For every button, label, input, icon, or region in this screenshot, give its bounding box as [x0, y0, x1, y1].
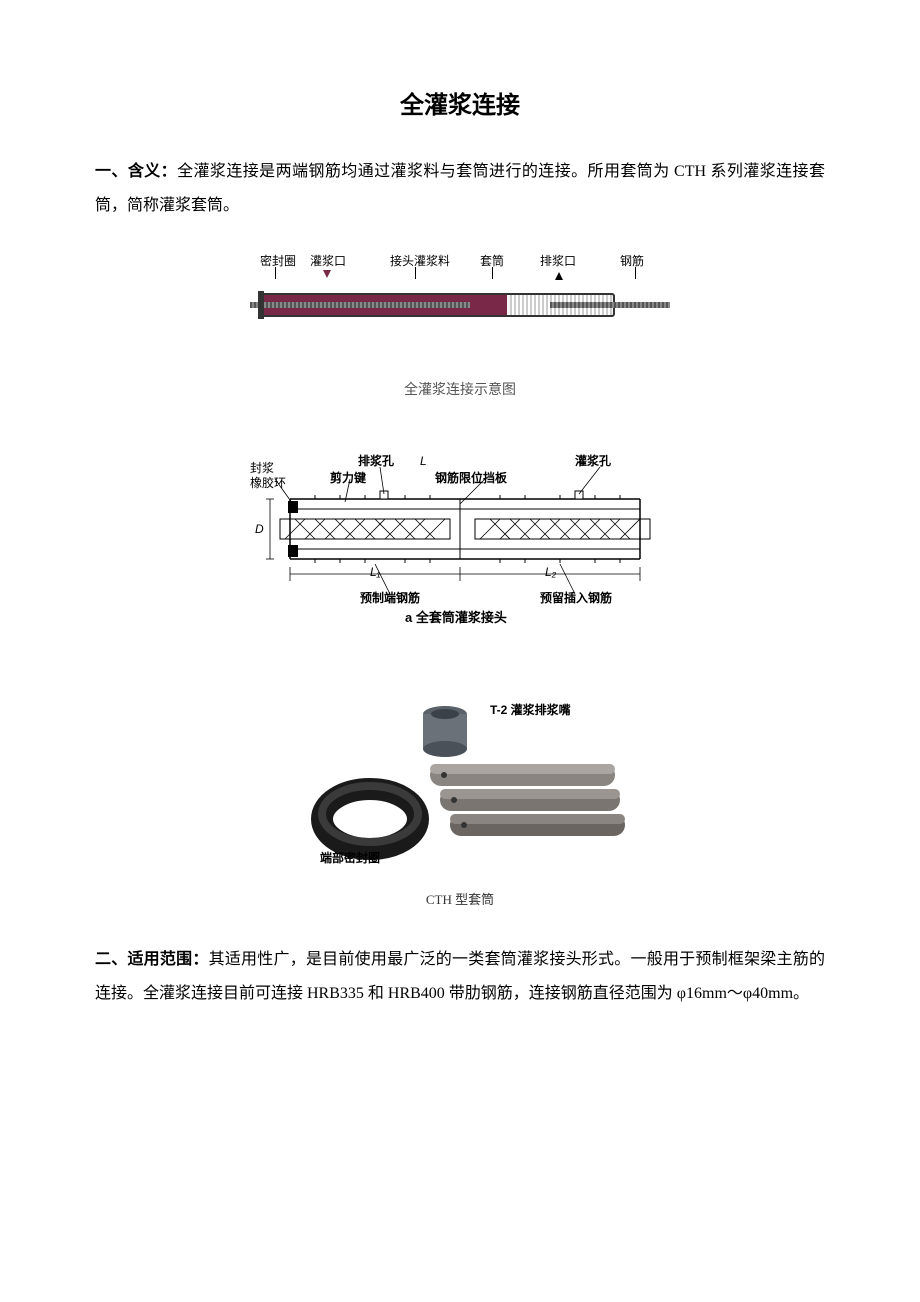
- fig1-seal-ring: [258, 291, 264, 319]
- fig2-label-stopper: 钢筋限位挡板: [435, 469, 507, 486]
- figure-2-container: 封浆 橡胶环 排浆孔 剪力键 钢筋限位挡板 灌浆孔 L L₁ L₂ D 预制端钢…: [95, 449, 825, 639]
- fig1-arrow-inlet: [323, 270, 331, 278]
- fig1-pointer-3: [492, 267, 493, 279]
- fig2-label-reserved: 预留插入钢筋: [540, 589, 612, 606]
- figure-3-container: T-2 灌浆排浆嘴 端部密封圈 CTH 型套筒: [95, 689, 825, 908]
- page-title: 全灌浆连接: [95, 85, 825, 120]
- fig3-label-seal: 端部密封圈: [320, 849, 380, 866]
- fig1-label-inlet: 灌浆口: [310, 252, 346, 269]
- fig1-pointer: [275, 267, 276, 279]
- fig2-label-D: D: [255, 522, 264, 536]
- section-1-text: 全灌浆连接是两端钢筋均通过灌浆料与套筒进行的连接。所用套筒为 CTH 系列灌浆连…: [95, 163, 825, 214]
- fig2-caption: a 全套筒灌浆接头: [405, 607, 507, 626]
- section-2-paragraph: 二、适用范围：其适用性广，是目前使用最广泛的一类套筒灌浆接头形式。一般用于预制框…: [95, 943, 825, 1010]
- figure-1-diagram: 密封圈 灌浆口 接头灌浆料 套筒 排浆口 钢筋: [250, 252, 670, 362]
- fig2-label-prefab: 预制端钢筋: [360, 589, 420, 606]
- figure-3-photo: T-2 灌浆排浆嘴 端部密封圈: [295, 689, 625, 869]
- fig1-arrow-outlet: [555, 272, 563, 280]
- fig3-svg: [295, 689, 625, 869]
- figure-1-container: 密封圈 灌浆口 接头灌浆料 套筒 排浆口 钢筋 全灌浆连接示意图: [95, 252, 825, 399]
- fig2-label-outlet: 排浆孔: [358, 452, 394, 469]
- fig1-pointer-2: [415, 267, 416, 279]
- fig2-label-L: L: [420, 454, 427, 468]
- figure-2-diagram: 封浆 橡胶环 排浆孔 剪力键 钢筋限位挡板 灌浆孔 L L₁ L₂ D 预制端钢…: [260, 449, 660, 639]
- fig2-label-shear: 剪力键: [330, 469, 366, 486]
- fig1-pointer-4: [635, 267, 636, 279]
- fig3-label-nozzle: T-2 灌浆排浆嘴: [490, 701, 571, 718]
- fig2-label-seal2: 橡胶环: [250, 474, 286, 491]
- fig2-label-L2: L₂: [545, 565, 556, 579]
- figure-1-caption: 全灌浆连接示意图: [95, 379, 825, 399]
- fig1-rebar-left: [250, 302, 470, 308]
- fig1-label-outlet: 排浆口: [540, 252, 576, 269]
- fig1-rebar-right: [550, 302, 670, 308]
- figure-3-caption: CTH 型套筒: [95, 889, 825, 908]
- fig1-body: [250, 285, 670, 325]
- fig1-label-rebar: 钢筋: [620, 252, 644, 269]
- section-1-paragraph: 一、含义：全灌浆连接是两端钢筋均通过灌浆料与套筒进行的连接。所用套筒为 CTH …: [95, 155, 825, 222]
- section-1-label: 一、含义：: [95, 163, 177, 180]
- fig2-label-L1: L₁: [370, 565, 380, 579]
- fig1-label-seal: 密封圈: [260, 252, 296, 269]
- fig2-label-inlet: 灌浆孔: [575, 452, 611, 469]
- fig1-label-grout: 接头灌浆料: [390, 252, 450, 269]
- section-2-label: 二、适用范围：: [95, 951, 209, 968]
